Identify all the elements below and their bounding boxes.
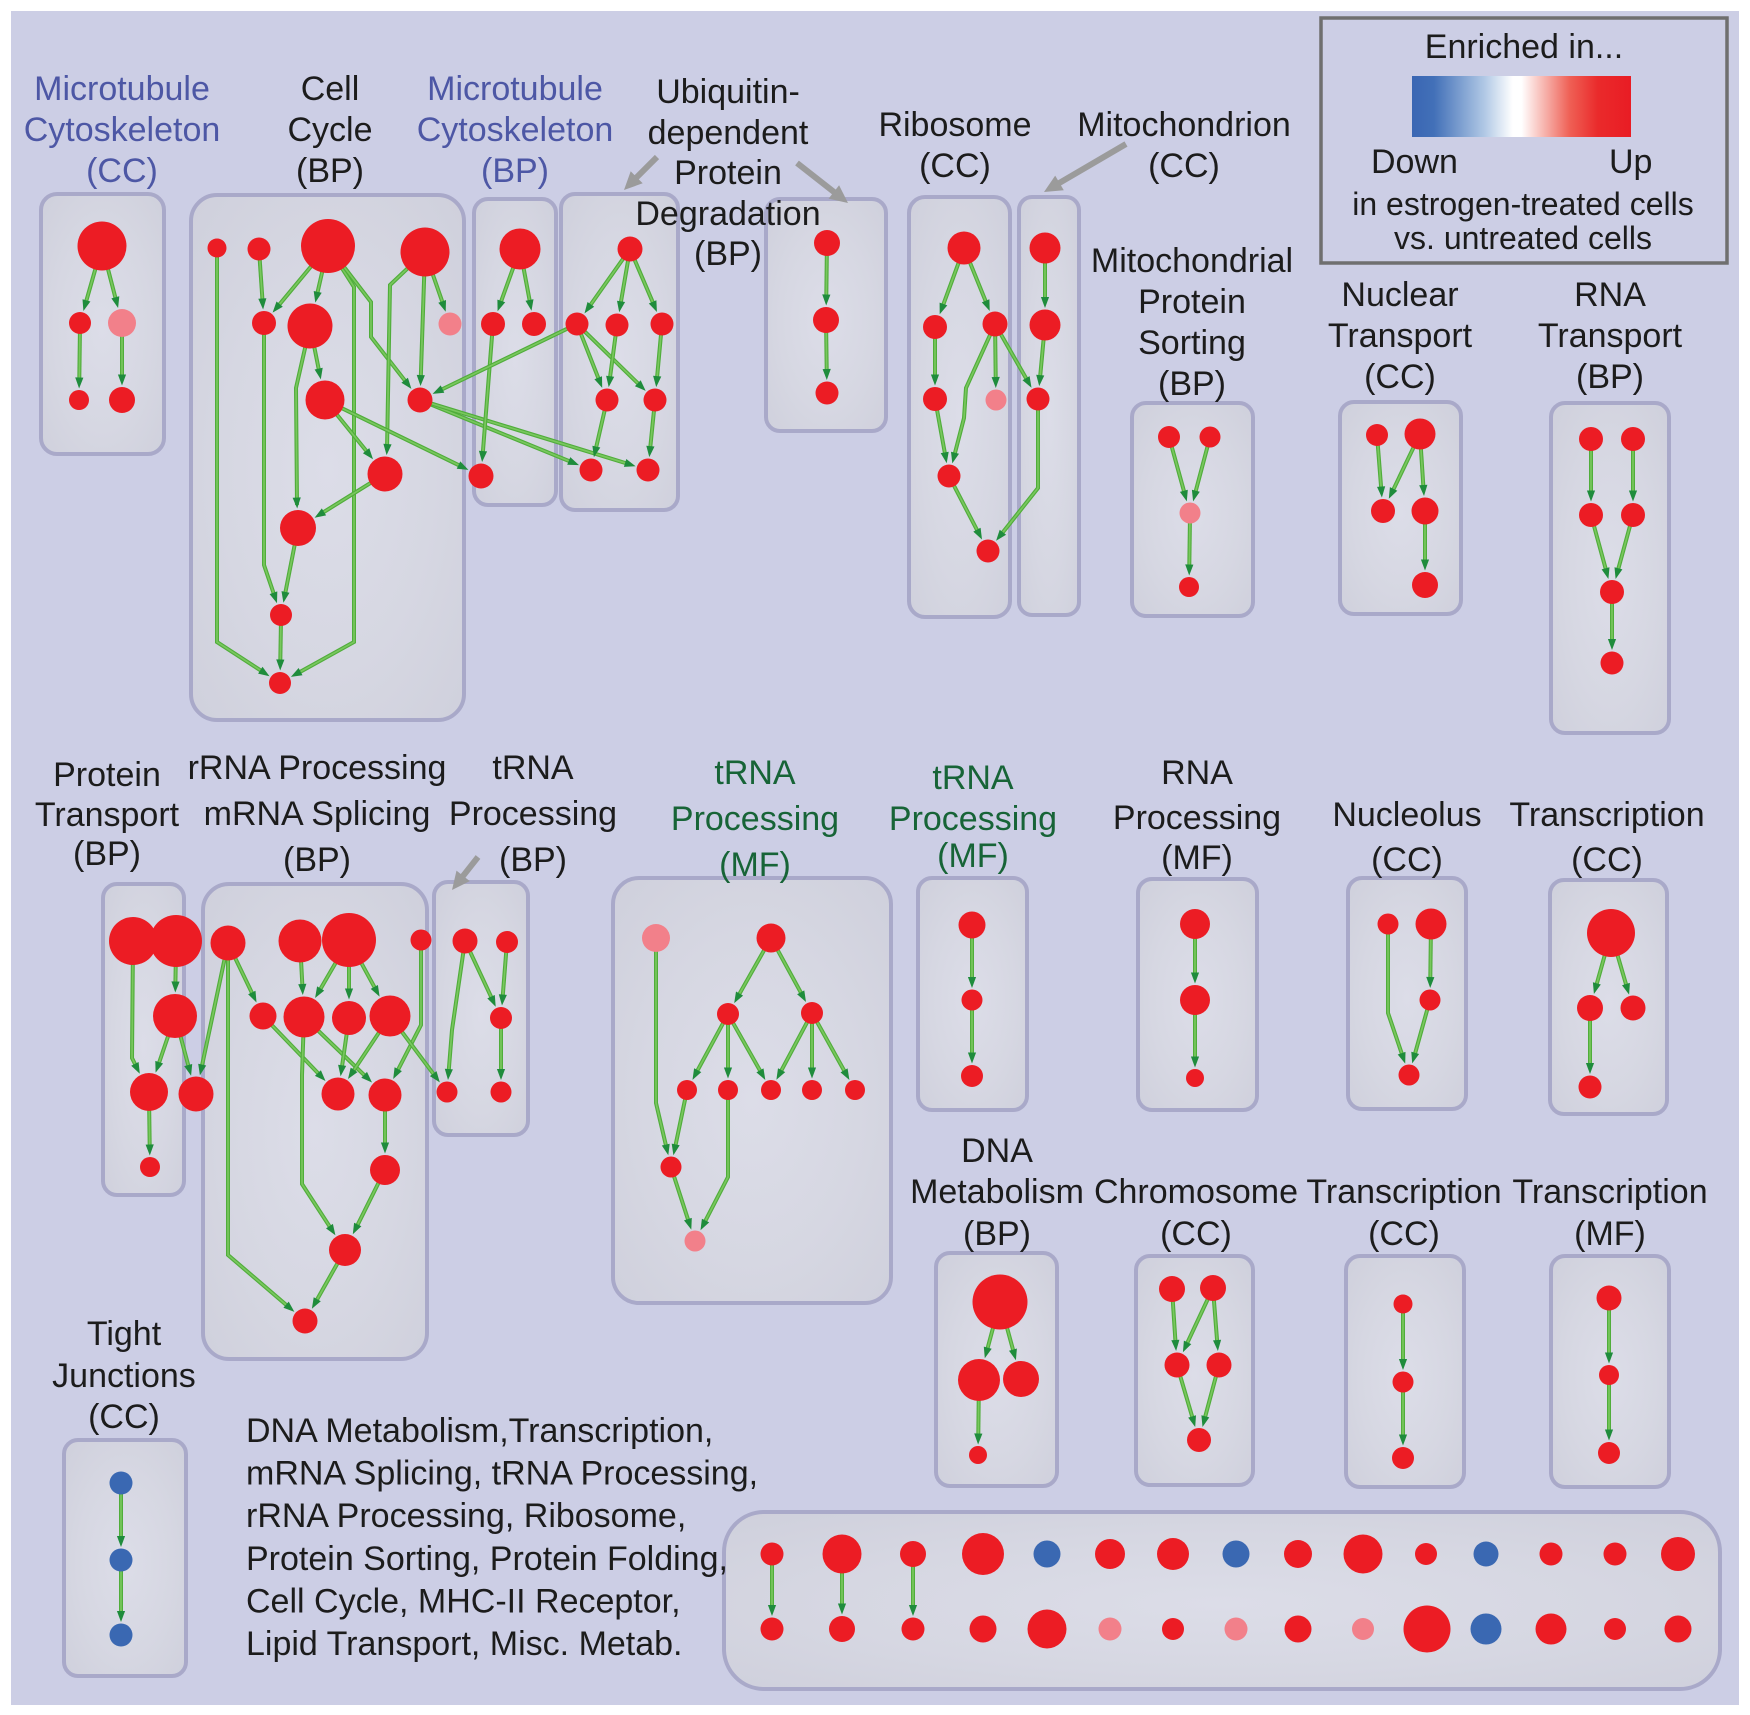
svg-text:Enriched in...: Enriched in... [1425, 28, 1623, 66]
svg-text:Protein Sorting, Protein Foldi: Protein Sorting, Protein Folding, [246, 1540, 728, 1578]
svg-text:Protein: Protein [53, 756, 161, 794]
svg-text:(BP): (BP) [481, 152, 549, 190]
svg-text:(CC): (CC) [1368, 1215, 1440, 1253]
svg-text:(MF): (MF) [1161, 839, 1233, 877]
svg-text:(CC): (CC) [1371, 841, 1443, 879]
svg-text:Processing: Processing [1113, 799, 1281, 837]
svg-text:Mitochondrion: Mitochondrion [1077, 106, 1291, 144]
svg-text:RNA: RNA [1574, 276, 1646, 314]
svg-text:Microtubule: Microtubule [34, 70, 210, 108]
svg-text:Nuclear: Nuclear [1341, 276, 1458, 314]
svg-text:(MF): (MF) [937, 837, 1009, 875]
svg-text:mRNA Splicing: mRNA Splicing [204, 795, 431, 833]
svg-text:Processing: Processing [671, 800, 839, 838]
svg-text:Transcription: Transcription [1306, 1173, 1501, 1211]
svg-text:Chromosome: Chromosome [1094, 1173, 1298, 1211]
svg-text:Sorting: Sorting [1138, 324, 1246, 362]
svg-text:Metabolism: Metabolism [910, 1173, 1084, 1211]
svg-text:Transcription: Transcription [1509, 796, 1704, 834]
svg-text:Cell: Cell [301, 70, 360, 108]
svg-text:tRNA: tRNA [932, 759, 1014, 797]
svg-text:tRNA: tRNA [714, 754, 796, 792]
svg-text:(CC): (CC) [1364, 358, 1436, 396]
svg-text:dependent: dependent [648, 114, 809, 152]
svg-text:(BP): (BP) [1576, 358, 1644, 396]
svg-text:(MF): (MF) [1574, 1215, 1646, 1253]
svg-text:(MF): (MF) [719, 846, 791, 884]
svg-text:vs. untreated cells: vs. untreated cells [1394, 220, 1652, 256]
svg-text:(CC): (CC) [1148, 147, 1220, 185]
svg-text:(CC): (CC) [86, 152, 158, 190]
svg-text:Cycle: Cycle [287, 111, 372, 149]
svg-text:Cytoskeleton: Cytoskeleton [24, 111, 221, 149]
svg-text:(CC): (CC) [88, 1398, 160, 1436]
svg-text:Transport: Transport [35, 796, 180, 834]
svg-text:tRNA: tRNA [492, 749, 574, 787]
svg-text:(BP): (BP) [499, 841, 567, 879]
svg-text:in estrogen-treated cells: in estrogen-treated cells [1352, 186, 1694, 222]
svg-text:(CC): (CC) [1571, 841, 1643, 879]
svg-text:RNA: RNA [1161, 754, 1233, 792]
svg-text:Ribosome: Ribosome [878, 106, 1031, 144]
svg-text:Transport: Transport [1328, 317, 1473, 355]
svg-text:Up: Up [1609, 143, 1652, 181]
svg-text:Ubiquitin-: Ubiquitin- [656, 73, 800, 111]
svg-text:DNA Metabolism,Transcription,: DNA Metabolism,Transcription, [246, 1412, 713, 1450]
svg-text:Down: Down [1371, 143, 1458, 181]
svg-text:mRNA Splicing, tRNA Processing: mRNA Splicing, tRNA Processing, [246, 1455, 758, 1493]
svg-text:(BP): (BP) [963, 1215, 1031, 1253]
svg-text:(BP): (BP) [296, 152, 364, 190]
svg-text:Protein: Protein [674, 154, 782, 192]
svg-text:Processing: Processing [449, 795, 617, 833]
svg-text:Degradation: Degradation [635, 195, 820, 233]
svg-text:Microtubule: Microtubule [427, 70, 603, 108]
svg-text:(CC): (CC) [919, 147, 991, 185]
svg-text:(BP): (BP) [694, 235, 762, 273]
svg-text:Lipid Transport, Misc. Metab.: Lipid Transport, Misc. Metab. [246, 1625, 683, 1663]
svg-text:Mitochondrial: Mitochondrial [1091, 242, 1293, 280]
svg-text:Cell Cycle, MHC-II Receptor,: Cell Cycle, MHC-II Receptor, [246, 1582, 681, 1620]
svg-text:DNA: DNA [961, 1132, 1033, 1170]
svg-text:(BP): (BP) [1158, 365, 1226, 403]
svg-text:Processing: Processing [889, 800, 1057, 838]
svg-text:rRNA Processing: rRNA Processing [188, 749, 447, 787]
svg-text:Nucleolus: Nucleolus [1332, 796, 1481, 834]
svg-text:Transport: Transport [1538, 317, 1683, 355]
svg-text:(CC): (CC) [1160, 1215, 1232, 1253]
svg-text:Tight: Tight [87, 1315, 162, 1353]
svg-text:(BP): (BP) [73, 835, 141, 873]
svg-text:Junctions: Junctions [52, 1357, 196, 1395]
svg-text:(BP): (BP) [283, 841, 351, 879]
svg-text:rRNA Processing, Ribosome,: rRNA Processing, Ribosome, [246, 1497, 686, 1535]
svg-text:Transcription: Transcription [1512, 1173, 1707, 1211]
svg-text:Cytoskeleton: Cytoskeleton [417, 111, 614, 149]
svg-text:Protein: Protein [1138, 283, 1246, 321]
